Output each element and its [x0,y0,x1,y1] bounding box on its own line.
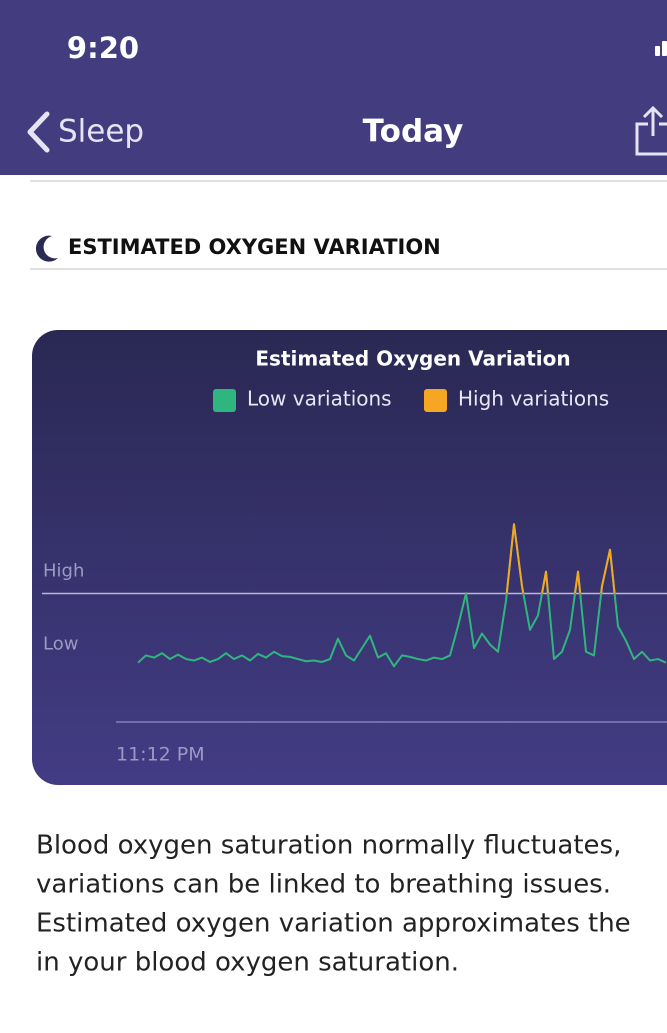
share-arrow [642,105,664,136]
chart-card [32,330,667,785]
description-line: Blood oxygen saturation normally fluctua… [36,831,621,861]
moon-icon [35,235,58,262]
chart: Low variations High variations Low High 11:1… [42,387,667,766]
description-line: Estimated oxygen variation approximates … [36,909,631,939]
description: Blood oxygen saturation normally fluctua… [36,831,631,978]
back-button[interactable]: Sleep [27,111,144,153]
back-arrow [27,111,50,153]
signal-icon [655,46,660,56]
header-bar [0,0,667,175]
description-line: variations can be linked to breathing is… [36,870,611,900]
legend-swatch [424,389,447,412]
legend-label: High variations [458,387,609,411]
share-box [635,122,667,156]
nav-title: Today [363,114,464,150]
y-tick-label: High [43,560,84,581]
status-time: 9:20 [67,31,139,65]
section-title: ESTIMATED OXYGEN VARIATION [68,235,441,259]
y-tick-label: Low [43,633,78,654]
high-variation-line [465,523,616,593]
back-label: Sleep [58,114,144,150]
description-line: in your blood oxygen saturation. [36,948,459,978]
legend-label: Low variations [247,387,392,411]
chart-title: Estimated Oxygen Variation [255,347,570,371]
share-button[interactable] [635,105,667,156]
signal-icon [662,41,667,56]
legend-swatch [213,389,236,412]
x-tick-label: 11:12 PM [116,744,205,766]
